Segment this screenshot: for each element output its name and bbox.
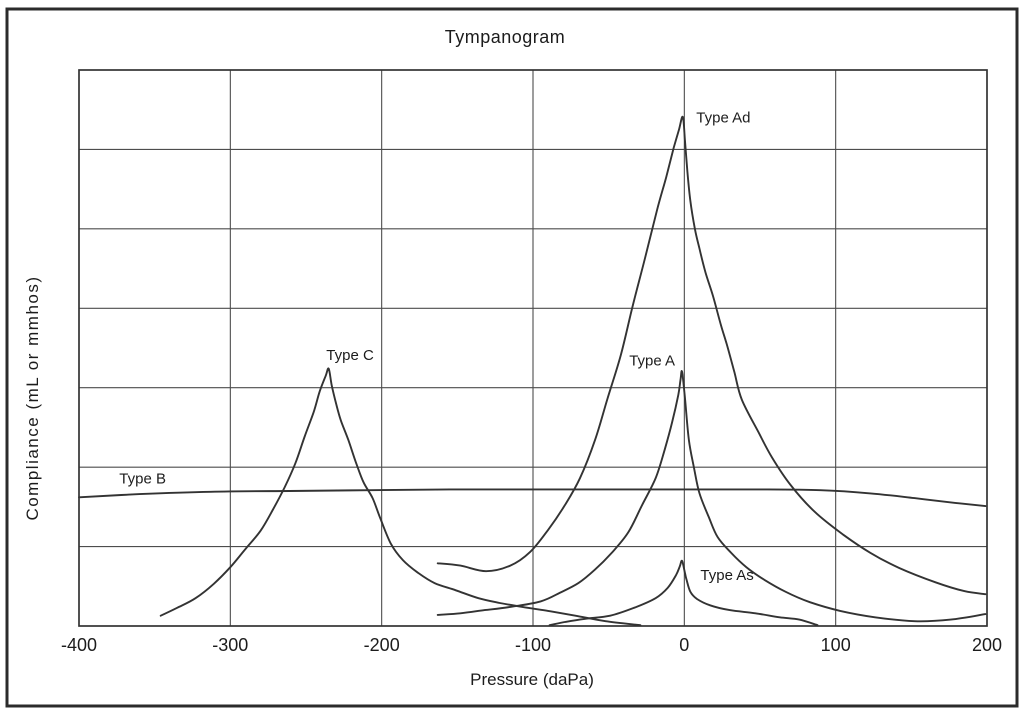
- gridlines: [79, 70, 987, 626]
- curve-label-type-ad: Type Ad: [696, 110, 750, 127]
- curve-type-c: [159, 367, 642, 627]
- curve-labels: Type Ad Type A Type As Type B Type C: [119, 110, 753, 585]
- y-axis-title: Compliance (mL or mmhos): [23, 275, 42, 520]
- curves: [78, 115, 987, 627]
- curve-label-type-c: Type C: [326, 347, 374, 364]
- x-tick-label--400: -400: [61, 635, 97, 655]
- x-tick-label-200: 200: [972, 635, 1002, 655]
- curve-label-type-a: Type A: [629, 353, 675, 370]
- x-tick-label--300: -300: [212, 635, 248, 655]
- x-tick-label-100: 100: [821, 635, 851, 655]
- chart-title: Tympanogram: [445, 27, 566, 47]
- x-tick-label--200: -200: [364, 635, 400, 655]
- x-axis-title: Pressure (daPa): [470, 670, 594, 689]
- curve-type-ad: [436, 115, 987, 596]
- plot-border: [78, 69, 988, 627]
- curve-type-as: [548, 559, 819, 627]
- x-tick-label-0: 0: [679, 635, 689, 655]
- figure-outer-border: [5, 7, 1019, 708]
- curve-label-type-b: Type B: [119, 470, 166, 487]
- curve-label-type-as: Type As: [700, 567, 753, 584]
- curve-type-b: [78, 488, 987, 508]
- x-tick-labels: -400 -300 -200 -100 0 100 200: [61, 635, 1002, 655]
- curve-type-a: [436, 370, 987, 623]
- x-tick-label--100: -100: [515, 635, 551, 655]
